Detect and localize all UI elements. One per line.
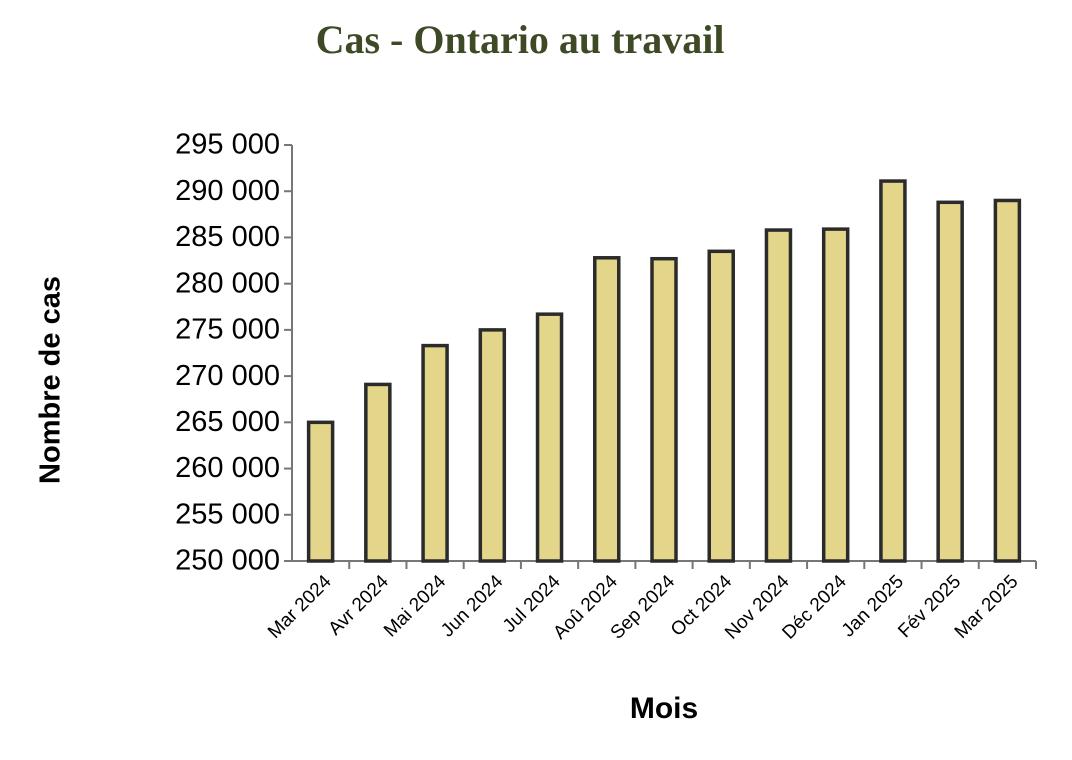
x-axis-label: Mois [630, 692, 698, 725]
bar [936, 200, 964, 563]
bar [707, 249, 735, 563]
bar [593, 256, 621, 563]
y-tick-label: 285 000 [175, 221, 280, 253]
x-tick-label: Mar 2025 [951, 571, 1023, 643]
x-tick-label: Mar 2024 [264, 571, 336, 643]
bar [364, 382, 392, 563]
chart-title: Cas - Ontario au travail [316, 17, 725, 62]
y-tick-label: 295 000 [175, 129, 280, 161]
y-tick-label: 260 000 [175, 452, 280, 484]
y-axis-label: Nombre de cas [35, 276, 67, 484]
x-tick-label: Déc 2024 [778, 571, 851, 644]
bar [879, 179, 907, 563]
bar [764, 228, 793, 563]
y-tick-label: 290 000 [175, 175, 280, 207]
y-tick-label: 250 000 [175, 545, 280, 577]
y-tick-label: 275 000 [175, 314, 280, 346]
bar [478, 328, 507, 563]
y-tick-label: 255 000 [175, 498, 280, 530]
bar [821, 227, 850, 563]
bar [535, 312, 564, 563]
x-tick-label: Jun 2024 [437, 571, 507, 641]
y-tick-label: 270 000 [175, 360, 280, 392]
x-tick-label: Mai 2024 [380, 571, 450, 641]
y-tick-label: 280 000 [175, 267, 280, 299]
bar [993, 198, 1022, 563]
bar [306, 420, 335, 563]
bar [650, 256, 678, 563]
y-tick-label: 265 000 [175, 406, 280, 438]
bar [421, 343, 449, 563]
